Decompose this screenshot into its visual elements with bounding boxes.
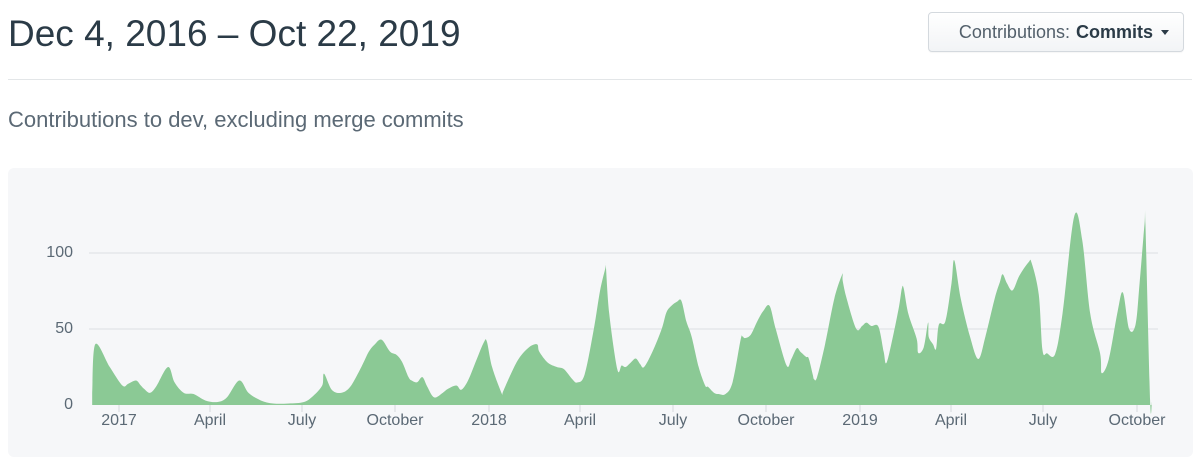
svg-text:October: October xyxy=(1109,412,1167,429)
svg-text:April: April xyxy=(935,412,967,429)
svg-text:July: July xyxy=(659,412,687,429)
svg-text:100: 100 xyxy=(46,244,73,261)
svg-text:October: October xyxy=(738,412,796,429)
svg-text:2019: 2019 xyxy=(842,412,878,429)
svg-text:October: October xyxy=(367,412,425,429)
svg-text:April: April xyxy=(194,412,226,429)
svg-text:July: July xyxy=(1029,412,1057,429)
svg-text:April: April xyxy=(564,412,596,429)
svg-text:July: July xyxy=(288,412,316,429)
svg-text:2018: 2018 xyxy=(471,412,507,429)
svg-text:0: 0 xyxy=(64,396,73,413)
svg-text:2017: 2017 xyxy=(101,412,137,429)
svg-text:50: 50 xyxy=(55,320,73,337)
